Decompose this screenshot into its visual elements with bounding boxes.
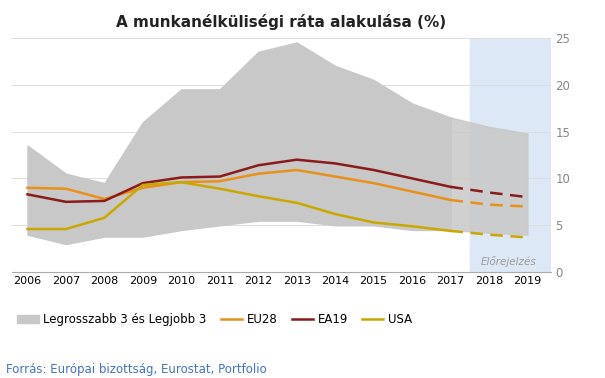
Title: A munkanélküliségi ráta alakulása (%): A munkanélküliségi ráta alakulása (%) (116, 14, 446, 30)
Bar (470, 38, 551, 272)
Text: Forrás: Európai bizottság, Eurostat, Portfolio: Forrás: Európai bizottság, Eurostat, Por… (6, 363, 267, 376)
Legend: Legrosszabb 3 és Legjobb 3, EU28, EA19, USA: Legrosszabb 3 és Legjobb 3, EU28, EA19, … (13, 308, 417, 331)
Text: Előrejelzés: Előrejelzés (480, 257, 536, 268)
